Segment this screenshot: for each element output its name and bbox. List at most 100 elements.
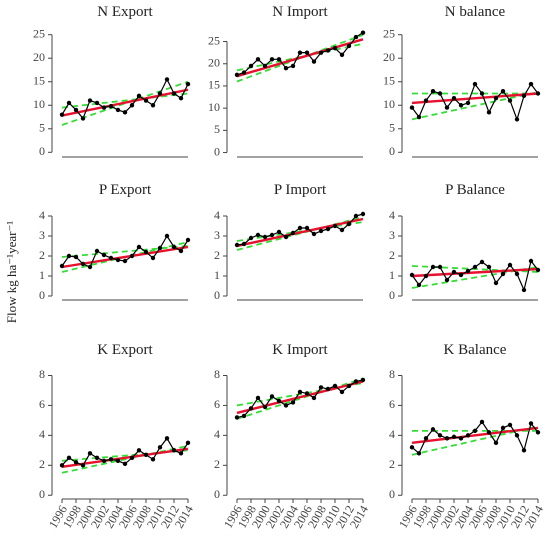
y-tick-label: 0 bbox=[389, 487, 395, 501]
y-tick-label: 4 bbox=[39, 208, 45, 222]
data-point bbox=[318, 50, 324, 55]
data-point bbox=[535, 91, 541, 96]
data-point bbox=[465, 100, 471, 106]
bound-line bbox=[411, 266, 539, 289]
data-point bbox=[234, 72, 240, 78]
data-point bbox=[94, 248, 100, 254]
data-point bbox=[276, 398, 282, 404]
data-point bbox=[59, 463, 65, 468]
data-point bbox=[507, 262, 513, 268]
data-point bbox=[185, 81, 191, 87]
data-point bbox=[87, 264, 93, 270]
y-tick-label: 5 bbox=[214, 122, 220, 136]
y-tick-label: 2 bbox=[214, 248, 220, 262]
y-tick-label: 4 bbox=[39, 427, 45, 441]
y-tick-label: 5 bbox=[389, 121, 395, 135]
data-point bbox=[66, 100, 72, 106]
y-tick-label: 15 bbox=[33, 73, 45, 87]
data-point bbox=[101, 458, 107, 464]
data-point bbox=[290, 400, 296, 405]
data-point bbox=[507, 422, 513, 428]
panel-title: K Export bbox=[97, 342, 153, 358]
data-point bbox=[430, 88, 436, 94]
data-point bbox=[486, 264, 492, 270]
y-tick-label: 6 bbox=[214, 397, 220, 411]
data-point bbox=[136, 244, 142, 250]
data-point bbox=[87, 451, 93, 456]
data-point bbox=[150, 255, 156, 261]
data-point bbox=[143, 98, 149, 103]
y-tick-label: 10 bbox=[208, 100, 220, 114]
y-tick-label: 4 bbox=[389, 427, 395, 441]
data-point bbox=[164, 233, 170, 239]
data-point bbox=[108, 255, 114, 261]
data-point bbox=[101, 252, 107, 258]
data-point bbox=[73, 254, 79, 260]
data-point bbox=[122, 461, 128, 467]
y-tick-label: 15 bbox=[383, 73, 395, 87]
y-tick-label: 10 bbox=[383, 97, 395, 111]
data-point bbox=[185, 237, 191, 243]
bound-line bbox=[61, 444, 189, 474]
trend-line bbox=[61, 88, 189, 117]
trend-line bbox=[236, 38, 364, 78]
data-point bbox=[290, 63, 296, 69]
data-point bbox=[451, 96, 457, 101]
data-point bbox=[297, 225, 303, 231]
data-point bbox=[171, 91, 177, 96]
data-point bbox=[437, 433, 443, 438]
data-point bbox=[500, 271, 506, 277]
data-point bbox=[444, 277, 450, 283]
data-point bbox=[255, 57, 261, 62]
y-tick-label: 2 bbox=[389, 457, 395, 471]
data-point bbox=[269, 232, 275, 238]
data-point bbox=[423, 98, 429, 103]
data-point bbox=[311, 395, 317, 401]
data-point bbox=[136, 448, 142, 453]
data-point bbox=[416, 114, 422, 120]
data-point bbox=[311, 59, 317, 64]
y-tick-label: 20 bbox=[208, 55, 220, 69]
data-point bbox=[465, 433, 471, 438]
data-point bbox=[269, 57, 275, 62]
panel-title: P Balance bbox=[445, 182, 505, 198]
data-point bbox=[535, 430, 541, 435]
trend-line bbox=[236, 217, 364, 248]
data-point bbox=[360, 377, 366, 383]
data-point bbox=[283, 403, 289, 408]
data-point bbox=[262, 404, 268, 410]
y-tick-label: 0 bbox=[389, 144, 395, 158]
data-point bbox=[521, 287, 527, 293]
data-point bbox=[325, 386, 331, 392]
y-tick-label: 2 bbox=[39, 248, 45, 262]
data-point bbox=[129, 103, 135, 108]
panel-title: P Export bbox=[99, 182, 152, 198]
data-point bbox=[241, 413, 247, 419]
data-point bbox=[465, 268, 471, 274]
data-point bbox=[479, 419, 485, 425]
data-point bbox=[493, 280, 499, 286]
y-tick-label: 25 bbox=[208, 33, 220, 47]
data-point bbox=[115, 257, 121, 263]
data-point bbox=[171, 244, 177, 250]
data-point bbox=[325, 48, 331, 53]
data-point bbox=[514, 271, 520, 277]
y-tick-label: 0 bbox=[39, 487, 45, 501]
y-tick-label: 3 bbox=[39, 228, 45, 242]
data-point bbox=[143, 249, 149, 255]
data-point bbox=[108, 457, 114, 462]
data-point bbox=[430, 264, 436, 270]
data-point bbox=[472, 264, 478, 270]
data-point bbox=[87, 98, 93, 103]
data-point bbox=[164, 436, 170, 441]
data-point bbox=[339, 227, 345, 233]
data-point bbox=[234, 415, 240, 420]
data-point bbox=[66, 253, 72, 259]
data-point bbox=[493, 96, 499, 101]
trend-line bbox=[411, 426, 539, 445]
data-point bbox=[339, 52, 345, 58]
data-point bbox=[276, 57, 282, 62]
data-point bbox=[80, 463, 86, 468]
data-point bbox=[59, 112, 65, 117]
y-tick-label: 1 bbox=[389, 268, 395, 282]
